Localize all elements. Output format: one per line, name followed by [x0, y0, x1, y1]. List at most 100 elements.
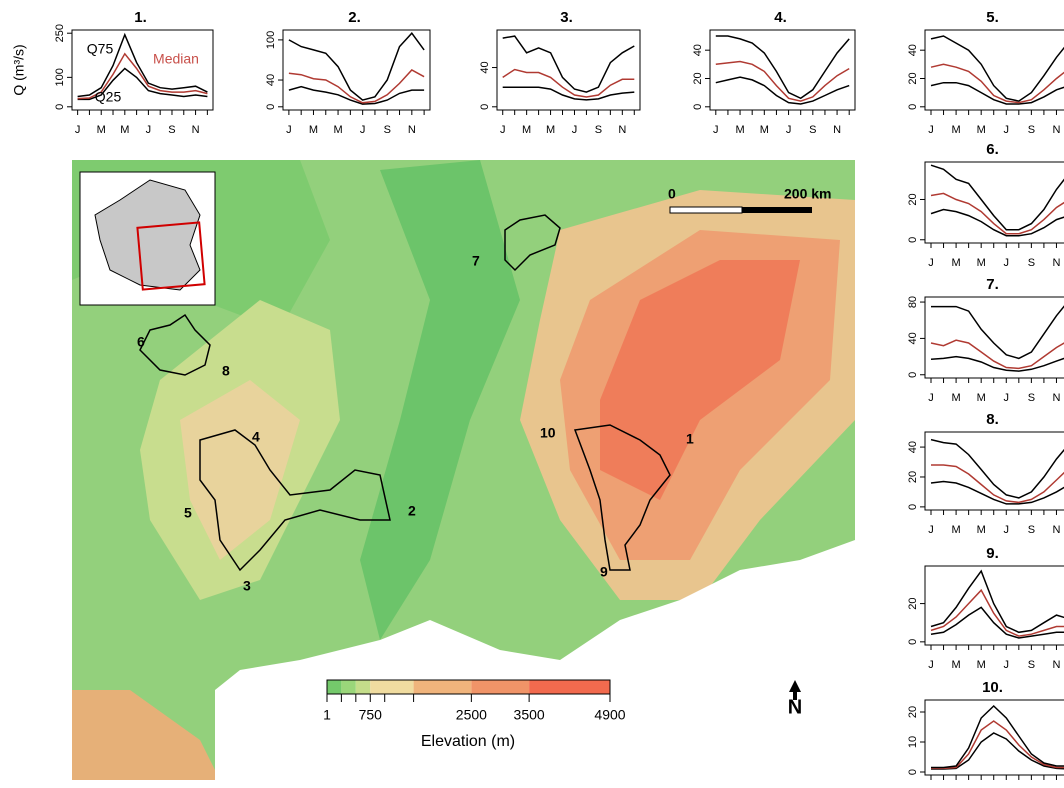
catchment-label: 3	[243, 578, 251, 594]
y-tick-label: 0	[907, 639, 919, 645]
inset-france	[94, 179, 201, 291]
catchment-outline	[504, 214, 561, 272]
x-tick-label: J	[1004, 659, 1010, 671]
x-tick-label: N	[1052, 659, 1060, 671]
y-tick-label: 40	[692, 44, 704, 56]
y-tick-label: 0	[692, 104, 704, 110]
y-tick-label: 250	[54, 24, 66, 42]
series-line	[930, 355, 1064, 372]
x-tick-label: N	[1052, 524, 1060, 536]
x-tick-label: S	[168, 124, 175, 136]
x-tick-label: M	[977, 524, 986, 536]
y-tick-label: 0	[907, 237, 919, 243]
x-tick-label: N	[408, 124, 416, 136]
x-tick-label: J	[928, 392, 934, 404]
colorbar-tick-label: 2500	[456, 707, 487, 723]
y-axis-label: Q (m³/s)	[11, 44, 27, 95]
x-tick-label: M	[333, 124, 342, 136]
series-line	[931, 732, 1064, 770]
series-line	[930, 438, 1064, 499]
x-tick-label: M	[309, 124, 318, 136]
x-tick-label: J	[928, 124, 934, 136]
catchment-label: 10	[540, 425, 556, 441]
x-tick-label: J	[928, 257, 934, 269]
x-tick-label: M	[952, 124, 961, 136]
scale-label: 200 km	[784, 186, 831, 202]
series-line	[930, 164, 1064, 231]
y-tick-label: 0	[907, 372, 919, 378]
series-line	[77, 52, 208, 100]
x-tick-label: M	[120, 124, 129, 136]
catchment-label: 7	[472, 253, 480, 269]
y-tick-label: 0	[907, 769, 919, 775]
scale-label: 0	[668, 186, 676, 202]
series-line	[930, 35, 1064, 102]
colorbar-tick-label: 3500	[514, 707, 545, 723]
plot-frame	[924, 699, 1064, 776]
x-tick-label: N	[1052, 124, 1060, 136]
series-line	[930, 339, 1064, 370]
x-tick-label: J	[146, 124, 152, 136]
y-tick-label: 40	[907, 441, 919, 453]
y-tick-label: 40	[265, 74, 277, 86]
chart-title: 3.	[560, 9, 573, 26]
y-tick-label: 40	[907, 332, 919, 344]
catchments	[139, 214, 671, 572]
y-tick-label: 10	[907, 736, 919, 748]
x-tick-label: J	[1004, 124, 1010, 136]
colorbar-bin	[355, 680, 371, 694]
chart-title: 10.	[982, 679, 1003, 696]
north-arrow	[789, 680, 801, 700]
x-tick-label: M	[977, 392, 986, 404]
catchment-label: 1	[686, 431, 694, 447]
y-tick-label: 40	[907, 44, 919, 56]
plot-frame	[282, 29, 431, 111]
sea	[215, 540, 855, 780]
x-tick-label: M	[97, 124, 106, 136]
chart-title: 1.	[134, 9, 147, 26]
x-tick-label: J	[360, 124, 366, 136]
x-tick-label: J	[786, 124, 792, 136]
north-label: N	[788, 696, 802, 718]
x-tick-label: J	[500, 124, 506, 136]
catchment-label: 4	[252, 429, 260, 445]
scale-bar	[669, 206, 743, 214]
x-tick-label: M	[952, 257, 961, 269]
colorbar-bin	[471, 680, 530, 694]
series-line	[930, 81, 1064, 105]
chart-title: 5.	[986, 9, 999, 26]
x-tick-label: S	[1028, 659, 1035, 671]
x-tick-label: N	[192, 124, 200, 136]
y-tick-label: 0	[907, 504, 919, 510]
x-tick-label: M	[760, 124, 769, 136]
chart-title: 4.	[774, 9, 787, 26]
colorbar-tick-label: 4900	[594, 707, 625, 723]
x-tick-label: J	[286, 124, 292, 136]
x-tick-label: S	[384, 124, 391, 136]
series-line	[288, 85, 425, 105]
x-tick-label: M	[735, 124, 744, 136]
chart-title: 7.	[986, 276, 999, 293]
x-tick-label: J	[75, 124, 81, 136]
series-line	[931, 305, 1064, 360]
x-tick-label: M	[977, 659, 986, 671]
x-tick-label: M	[977, 124, 986, 136]
catchment-label: 2	[408, 503, 416, 519]
y-tick-label: 100	[54, 68, 66, 86]
terrain	[600, 260, 800, 500]
x-tick-label: M	[952, 392, 961, 404]
y-tick-label: 40	[479, 61, 491, 73]
series-annotation: Median	[153, 51, 199, 67]
colorbar-bin	[341, 680, 356, 694]
series-line	[715, 76, 850, 105]
series-line	[288, 69, 425, 104]
catchment-label: 8	[222, 363, 230, 379]
terrain	[360, 160, 520, 640]
series-annotation: Q25	[95, 89, 122, 105]
x-tick-label: S	[595, 124, 602, 136]
x-tick-label: M	[546, 124, 555, 136]
plot-frame	[924, 161, 1064, 244]
series-line	[715, 35, 850, 100]
x-tick-label: J	[1004, 392, 1010, 404]
